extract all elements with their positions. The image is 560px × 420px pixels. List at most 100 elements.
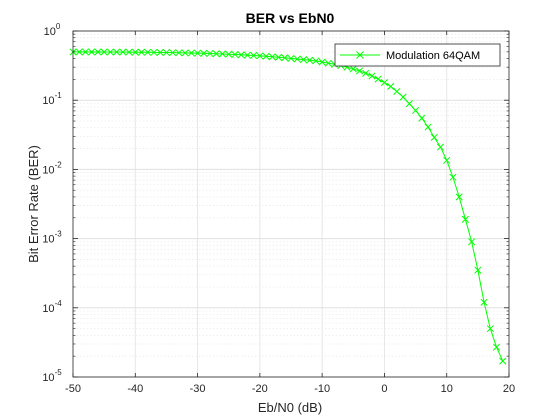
data-point-marker — [499, 357, 507, 365]
data-point-marker — [405, 100, 413, 108]
data-point-marker — [349, 65, 357, 73]
data-point-marker — [150, 48, 158, 56]
data-point-marker — [287, 54, 295, 62]
data-point-marker — [250, 51, 258, 60]
data-point-marker — [187, 49, 195, 57]
data-point-marker — [169, 49, 177, 57]
data-point-marker — [175, 49, 183, 57]
data-point-marker — [218, 50, 227, 58]
data-point-marker — [88, 48, 96, 56]
data-point-marker — [156, 48, 164, 56]
data-point-marker — [492, 343, 501, 351]
y-tick-label: 10-1 — [42, 91, 62, 107]
data-point-marker — [274, 53, 283, 61]
y-tick-exponent: -5 — [55, 368, 63, 377]
data-point-marker — [281, 54, 289, 62]
data-point-marker — [75, 48, 83, 56]
data-point-marker — [293, 55, 301, 63]
y-tick-label: 100 — [44, 22, 61, 38]
data-point-marker — [424, 123, 432, 131]
data-point-marker — [474, 266, 482, 274]
series-layer — [69, 48, 507, 365]
data-point-marker — [380, 78, 388, 87]
x-tick-label: -10 — [314, 383, 330, 395]
data-point-marker — [430, 133, 438, 141]
data-point-marker — [312, 57, 320, 65]
data-point-marker — [436, 143, 445, 151]
data-point-marker — [306, 56, 314, 64]
data-point-marker — [212, 50, 220, 58]
data-point-marker — [206, 49, 214, 58]
x-tick-label: 10 — [441, 383, 453, 395]
data-point-marker — [486, 325, 494, 333]
data-point-marker — [461, 215, 469, 223]
data-point-marker — [200, 49, 208, 57]
data-point-marker — [181, 49, 189, 57]
grid — [73, 30, 509, 378]
x-tick-label: -20 — [252, 383, 268, 395]
y-tick-label: 10-4 — [42, 299, 62, 315]
data-point-marker — [368, 72, 376, 80]
data-point-marker — [418, 114, 426, 122]
data-point-marker — [268, 53, 276, 61]
y-tick-exponent: -2 — [55, 160, 63, 169]
y-tick-exponent: -4 — [55, 299, 63, 308]
x-tick-label: 0 — [381, 383, 387, 395]
data-point-marker — [393, 87, 401, 95]
y-tick-exponent: 0 — [56, 22, 61, 31]
legend-label: Modulation 64QAM — [386, 50, 480, 62]
x-axis-label: Eb/N0 (dB) — [258, 400, 322, 415]
y-tick-label: 10-5 — [42, 368, 62, 384]
data-point-marker — [162, 48, 170, 57]
y-tick-base: 10 — [42, 234, 54, 246]
data-point-marker — [449, 173, 457, 181]
data-point-marker — [443, 156, 451, 164]
x-tick-label: -30 — [190, 383, 206, 395]
legend-box — [334, 43, 501, 67]
y-tick-base: 10 — [42, 303, 54, 315]
data-point-marker — [480, 298, 488, 306]
y-tick-exponent: -3 — [55, 230, 63, 239]
data-point-marker — [94, 48, 102, 56]
legend: Modulation 64QAM — [334, 43, 501, 67]
data-point-marker — [237, 51, 245, 59]
data-point-marker — [137, 48, 146, 56]
data-point-marker — [144, 48, 152, 56]
data-point-marker — [324, 59, 332, 67]
series-line — [73, 51, 504, 362]
data-point-marker — [119, 48, 127, 56]
y-tick-label: 10-3 — [42, 230, 62, 246]
data-point-marker — [355, 67, 364, 75]
y-tick-base: 10 — [42, 95, 54, 107]
y-tick-base: 10 — [42, 164, 54, 176]
data-point-marker — [125, 48, 133, 56]
plot-area-frame — [72, 30, 510, 378]
chart-title: BER vs EbN0 — [246, 10, 335, 26]
data-point-marker — [231, 50, 239, 59]
data-point-marker — [131, 48, 139, 56]
x-axis: -50 -40 -30 -20 -10 0 10 20 — [65, 31, 515, 395]
x-tick-label: -40 — [127, 383, 143, 395]
data-point-marker — [399, 93, 407, 101]
data-point-marker — [262, 52, 270, 60]
legend-marker — [356, 51, 364, 59]
data-point-marker — [113, 48, 121, 56]
data-point-marker — [256, 52, 264, 60]
data-point-marker — [468, 238, 476, 246]
data-point-marker — [412, 106, 420, 115]
y-tick-base: 10 — [42, 372, 54, 384]
data-point-marker — [455, 193, 463, 201]
data-point-marker — [106, 48, 114, 56]
data-point-marker — [362, 69, 370, 77]
data-point-marker — [100, 48, 108, 56]
data-point-marker — [243, 51, 251, 59]
data-point-marker — [318, 58, 326, 66]
y-tick-label: 10-2 — [42, 160, 62, 176]
data-point-marker — [374, 75, 382, 83]
data-point-marker — [81, 48, 90, 56]
x-tick-label: -50 — [65, 383, 81, 395]
data-point-marker — [225, 50, 233, 58]
y-tick-exponent: -1 — [55, 91, 63, 100]
